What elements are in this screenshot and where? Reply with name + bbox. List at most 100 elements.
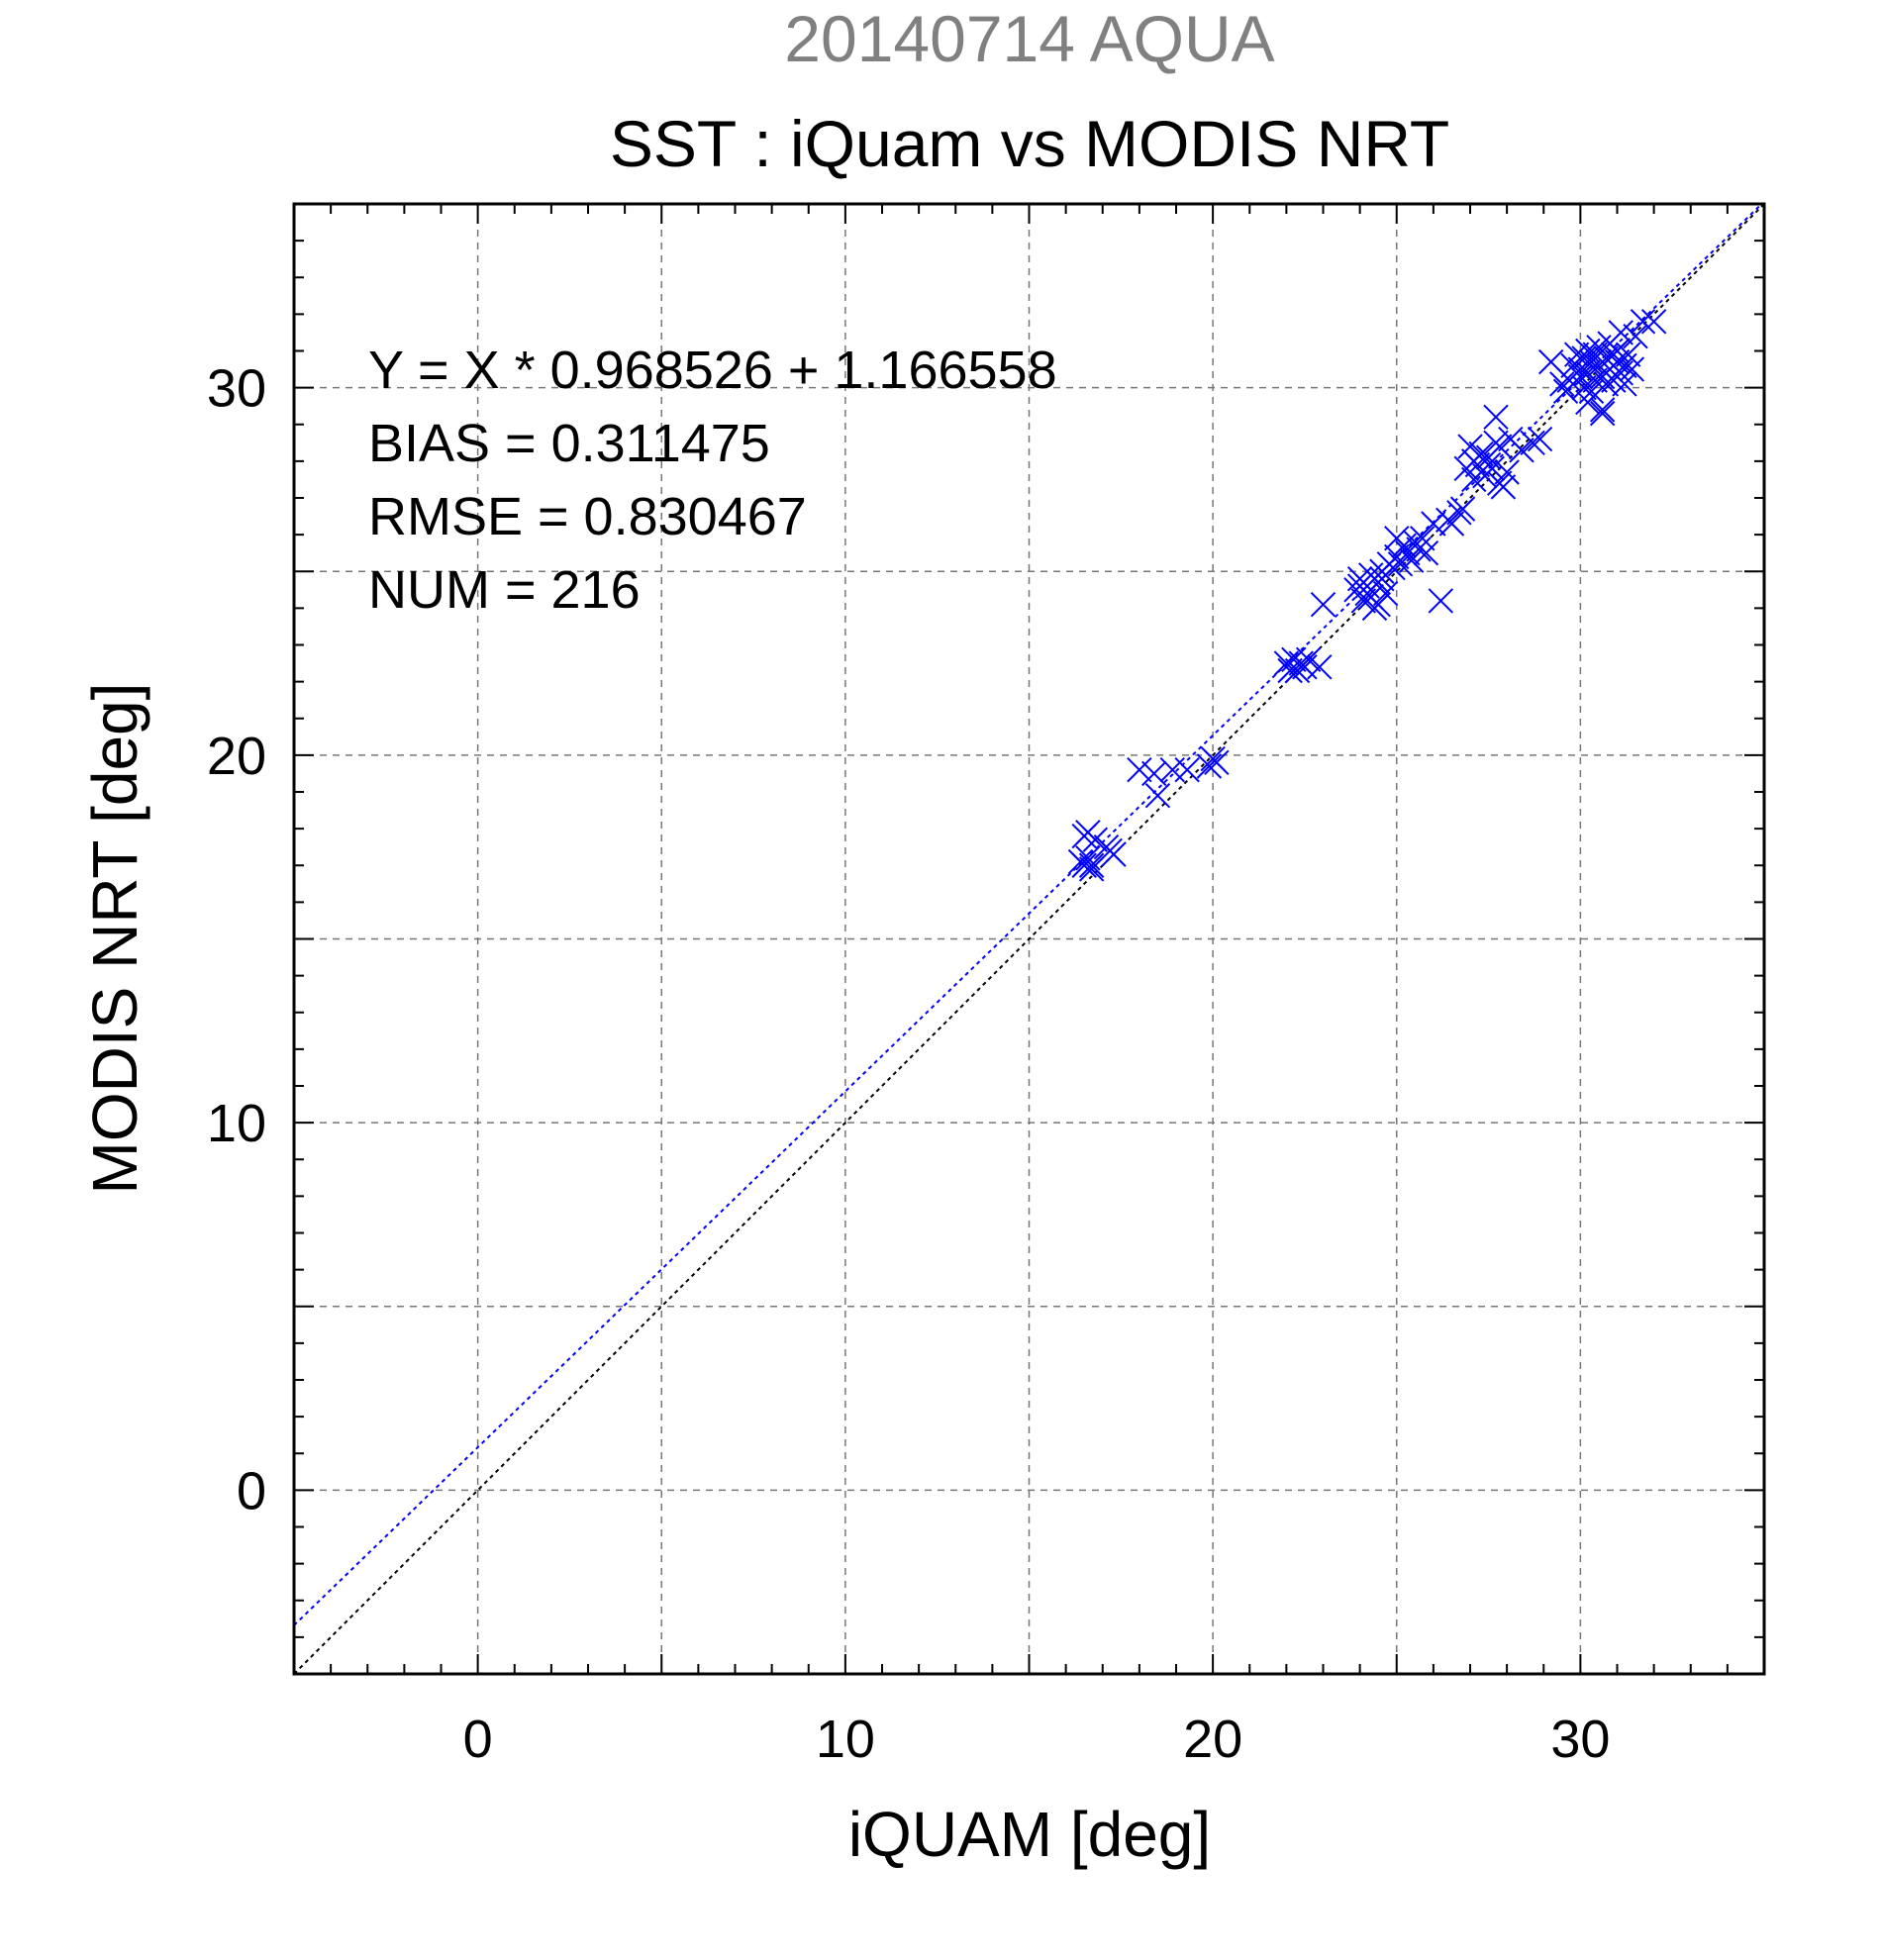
- y-tick-label: 30: [207, 359, 266, 419]
- marker-stroke: [1494, 459, 1520, 485]
- marker-stroke: [1575, 389, 1601, 416]
- marker-stroke: [1288, 650, 1314, 676]
- regression-equation: Y = X * 0.968526 + 1.166558: [368, 341, 1057, 400]
- marker-stroke: [1078, 852, 1105, 878]
- scatter-point: [1350, 588, 1377, 614]
- marker-stroke: [1075, 845, 1101, 871]
- scatter-point: [1438, 511, 1465, 537]
- scatter-point: [1277, 657, 1303, 684]
- marker-stroke: [1200, 745, 1226, 772]
- y-tick-label: 20: [207, 727, 266, 786]
- scatter-point: [1200, 745, 1226, 772]
- scatter-point: [1372, 580, 1399, 607]
- marker-stroke: [1438, 511, 1465, 537]
- scatter-point: [1549, 371, 1575, 397]
- marker-stroke: [1520, 430, 1545, 456]
- marker-stroke: [1567, 363, 1594, 390]
- scatter-point: [1575, 389, 1601, 416]
- marker-stroke: [1475, 451, 1502, 478]
- scatter-point: [1483, 404, 1509, 431]
- marker-stroke: [1608, 320, 1634, 345]
- bias-value: BIAS = 0.311475: [368, 414, 770, 473]
- scatter-point: [1468, 441, 1494, 467]
- marker-stroke: [1141, 760, 1167, 787]
- scatter-point: [1078, 852, 1105, 878]
- x-tick-label: 10: [816, 1710, 875, 1769]
- marker-stroke: [1549, 371, 1575, 397]
- marker-stroke: [1127, 757, 1152, 783]
- num-value: NUM = 216: [368, 560, 641, 620]
- marker-stroke: [1457, 434, 1483, 459]
- marker-stroke: [1384, 526, 1410, 551]
- grid-layer: [294, 204, 1764, 1674]
- marker-stroke: [1350, 588, 1377, 614]
- marker-stroke: [1174, 757, 1200, 783]
- scatter-point: [1410, 526, 1436, 551]
- y-tick-label: 0: [237, 1461, 266, 1520]
- marker-stroke: [1413, 539, 1439, 566]
- marker-stroke: [1604, 348, 1631, 375]
- x-tick-label: 20: [1183, 1710, 1242, 1769]
- scatter-point: [1421, 511, 1446, 537]
- marker-stroke: [1593, 345, 1620, 371]
- marker-stroke: [1615, 342, 1641, 367]
- scatter-point: [1571, 374, 1597, 401]
- scatter-point: [1520, 430, 1545, 456]
- identity-line: [293, 203, 1765, 1675]
- scatter-point: [1159, 757, 1185, 783]
- reference-lines: [293, 203, 1765, 1675]
- marker-stroke: [1527, 426, 1553, 452]
- marker-stroke: [1082, 827, 1109, 852]
- scatter-point: [1127, 757, 1152, 783]
- marker-stroke: [1486, 434, 1513, 459]
- scatter-point: [1630, 309, 1656, 335]
- marker-stroke: [1093, 833, 1120, 860]
- scatter-point: [1082, 827, 1109, 852]
- marker-stroke: [1468, 441, 1494, 467]
- scatter-point: [1494, 459, 1520, 485]
- marker-stroke: [1537, 348, 1564, 375]
- scatter-point: [1589, 400, 1616, 427]
- scatter-point: [1093, 833, 1120, 860]
- scatter-point: [1384, 526, 1410, 551]
- x-axis-label: iQUAM [deg]: [848, 1799, 1211, 1870]
- marker-stroke: [1346, 573, 1373, 599]
- scatter-point: [1288, 650, 1314, 676]
- marker-stroke: [1612, 371, 1637, 397]
- marker-stroke: [1449, 496, 1476, 522]
- x-tick-label: 0: [463, 1710, 493, 1769]
- marker-stroke: [1295, 646, 1322, 673]
- scatter-point: [1619, 356, 1645, 382]
- scatter-point: [1615, 342, 1641, 367]
- scatter-point: [1141, 760, 1167, 787]
- scatter-point: [1307, 654, 1333, 680]
- marker-stroke: [1196, 753, 1223, 779]
- scatter-point: [1608, 320, 1634, 345]
- scatter-point: [1475, 451, 1502, 478]
- chart-title: SST : iQuam vs MODIS NRT: [610, 107, 1449, 180]
- marker-stroke: [1421, 511, 1446, 537]
- chart-subtitle: 20140714 AQUA: [784, 2, 1274, 75]
- scatter-point: [1527, 426, 1553, 452]
- scatter-point: [1640, 309, 1667, 335]
- marker-stroke: [1483, 404, 1509, 431]
- scatter-point: [1310, 591, 1336, 618]
- marker-stroke: [1398, 547, 1425, 573]
- plot-frame: [292, 202, 1766, 1676]
- scatter-points: [1067, 309, 1667, 882]
- scatter-point: [1346, 573, 1373, 599]
- scatter-point: [1589, 397, 1616, 423]
- scatter-point: [1196, 753, 1223, 779]
- scatter-point: [1449, 496, 1476, 522]
- ticks-layer: [294, 204, 1764, 1674]
- stats-annotation: Y = X * 0.968526 + 1.166558 BIAS = 0.311…: [368, 341, 1057, 620]
- scatter-point: [1174, 757, 1200, 783]
- marker-stroke: [1640, 309, 1667, 335]
- scatter-point: [1612, 371, 1637, 397]
- marker-stroke: [1509, 438, 1534, 463]
- marker-stroke: [1630, 309, 1656, 335]
- marker-stroke: [1589, 397, 1616, 423]
- marker-stroke: [1277, 657, 1303, 684]
- y-axis-label: MODIS NRT [deg]: [79, 683, 150, 1195]
